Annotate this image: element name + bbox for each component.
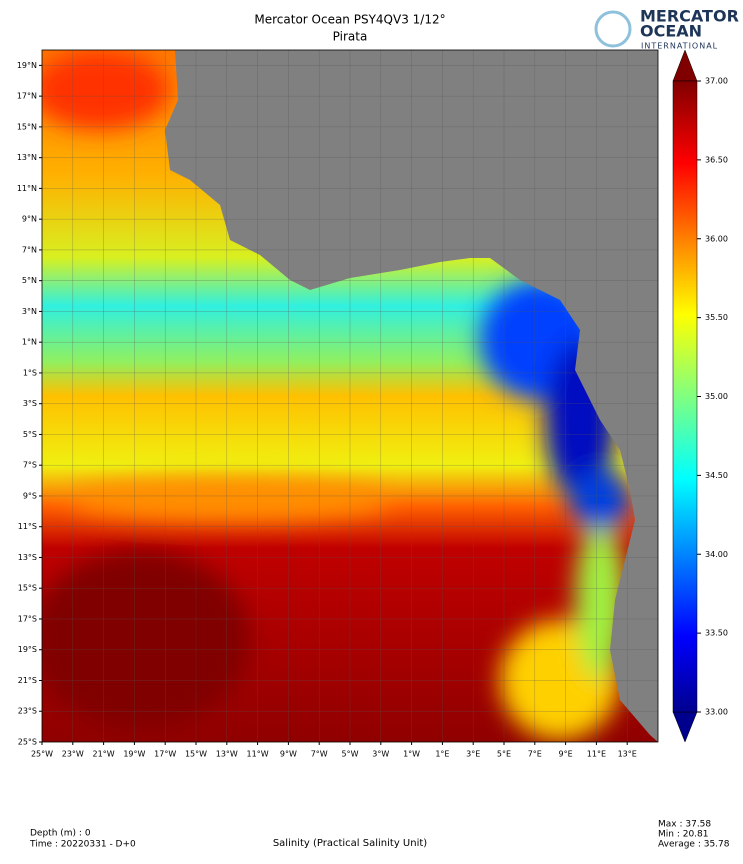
y-tick-label: 1°N [22,338,37,347]
x-tick-label: 5°W [342,750,359,759]
logo-icon [594,10,632,48]
y-tick-label: 13°N [17,153,37,162]
y-tick-label: 17°N [17,92,37,101]
y-tick-label: 11°N [17,184,37,193]
colorbar-tick-label: 35.00 [705,392,728,401]
footer-text: Average : 35.78 [658,840,730,850]
colorbar-tick-label: 36.50 [705,155,728,164]
y-tick-label: 5°N [22,276,37,285]
subtitle: Pirata [333,30,368,44]
logo-text: MERCATOR [640,7,739,26]
colorbar-tick-label: 33.50 [705,629,728,638]
x-tick-label: 7°E [528,750,542,759]
y-tick-label: 9°N [22,215,37,224]
x-tick-label: 11°E [587,750,606,759]
colorbar-tick-label: 34.50 [705,471,728,480]
title: Mercator Ocean PSY4QV3 1/12° [254,13,445,27]
x-tick-label: 19°W [123,750,145,759]
colorbar-tick-label: 33.00 [705,708,728,717]
colorbar-tick-label: 36.00 [705,234,728,243]
x-tick-label: 3°E [466,750,480,759]
colorbar-tick-label: 35.50 [705,313,728,322]
colorbar-extension [672,49,698,82]
footer-text: Max : 37.58 [658,820,711,830]
y-tick-label: 3°S [23,399,37,408]
y-tick-label: 7°S [23,461,37,470]
y-tick-label: 9°S [23,491,37,500]
x-tick-label: 13°E [618,750,637,759]
x-tick-label: 11°W [247,750,269,759]
footer-variable: Salinity (Practical Salinity Unit) [273,838,427,849]
x-tick-label: 13°W [216,750,238,759]
y-tick-label: 15°S [18,584,37,593]
footer-text: Depth (m) : 0 [30,829,91,839]
colorbar-tick-label: 34.00 [705,550,728,559]
y-tick-label: 5°S [23,430,37,439]
y-tick-label: 17°S [18,614,37,623]
x-tick-label: 3°W [372,750,389,759]
colorbar [672,80,698,713]
colorbar-tick-label: 37.00 [705,77,728,86]
x-tick-label: 9°W [280,750,297,759]
map [42,50,658,742]
y-tick-label: 13°S [18,553,37,562]
x-tick-label: 1°W [403,750,420,759]
logo-text: OCEAN [640,22,702,41]
x-tick-label: 7°W [311,750,328,759]
y-tick-label: 3°N [22,307,37,316]
y-tick-label: 19°N [17,61,37,70]
y-tick-label: 1°S [23,368,37,377]
y-tick-label: 23°S [18,707,37,716]
x-tick-label: 21°W [93,750,115,759]
x-tick-label: 9°E [559,750,573,759]
y-tick-label: 19°S [18,645,37,654]
y-tick-label: 21°S [18,676,37,685]
logo-text: INTERNATIONAL [641,42,718,51]
footer-text: Min : 20.81 [658,830,709,840]
x-tick-label: 1°E [435,750,449,759]
x-tick-label: 17°W [154,750,176,759]
x-tick-label: 25°W [31,750,53,759]
x-tick-label: 5°E [497,750,511,759]
colorbar-extension [672,711,698,743]
y-tick-label: 25°S [18,738,37,747]
y-tick-label: 7°N [22,245,37,254]
y-tick-label: 15°N [17,122,37,131]
y-tick-label: 11°S [18,522,37,531]
footer-text: Time : 20220331 - D+0 [29,840,136,850]
x-tick-label: 15°W [185,750,207,759]
x-tick-label: 23°W [62,750,84,759]
